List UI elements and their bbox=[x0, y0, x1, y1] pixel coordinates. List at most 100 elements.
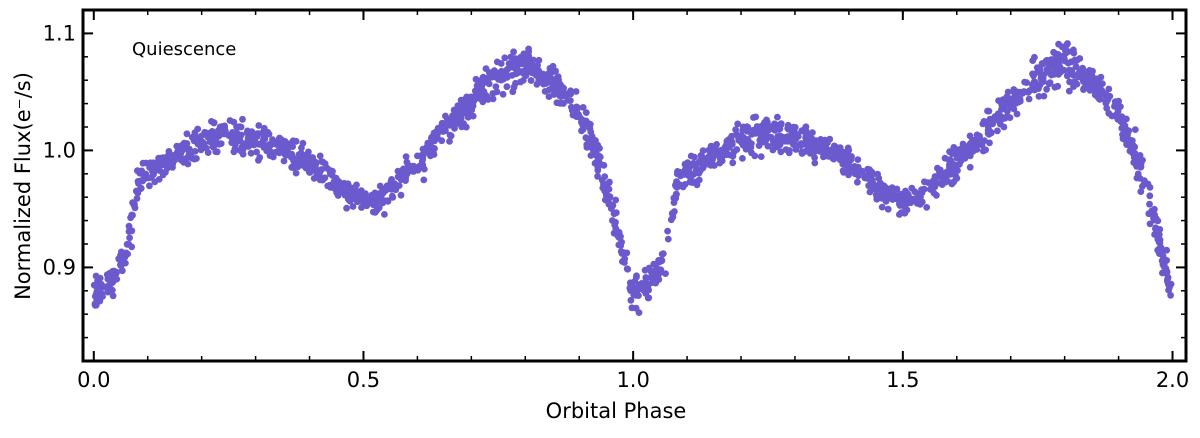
data-point bbox=[1167, 291, 1174, 299]
data-point bbox=[713, 141, 720, 148]
data-point bbox=[97, 280, 105, 288]
data-point bbox=[155, 165, 162, 173]
data-point bbox=[535, 56, 543, 64]
data-point bbox=[126, 234, 133, 242]
data-point bbox=[1031, 53, 1038, 61]
data-point bbox=[133, 195, 141, 202]
data-point bbox=[1105, 85, 1113, 93]
data-point bbox=[1146, 200, 1153, 208]
data-point bbox=[975, 134, 982, 142]
data-point bbox=[253, 148, 260, 156]
data-point bbox=[327, 169, 334, 176]
data-point bbox=[1088, 72, 1096, 80]
data-point bbox=[353, 181, 360, 189]
data-point bbox=[809, 129, 816, 137]
data-point bbox=[732, 126, 739, 133]
data-point bbox=[1159, 247, 1166, 255]
data-point bbox=[245, 131, 253, 139]
data-point bbox=[497, 60, 505, 67]
data-point bbox=[1043, 85, 1050, 93]
data-point bbox=[664, 227, 671, 235]
data-point bbox=[260, 124, 268, 132]
data-point bbox=[776, 132, 784, 140]
data-point bbox=[1131, 126, 1139, 133]
data-point bbox=[757, 137, 765, 145]
data-point bbox=[790, 140, 798, 148]
data-point bbox=[1029, 70, 1036, 78]
data-point bbox=[950, 178, 958, 186]
data-point bbox=[579, 125, 587, 133]
data-point bbox=[559, 100, 567, 107]
x-tick-label: 0.0 bbox=[77, 368, 110, 392]
data-point bbox=[169, 160, 177, 168]
data-point bbox=[785, 123, 793, 131]
data-point bbox=[1073, 80, 1081, 88]
data-point bbox=[493, 88, 501, 96]
data-point bbox=[442, 127, 449, 135]
data-point bbox=[1103, 93, 1110, 101]
data-point bbox=[501, 54, 509, 62]
data-point bbox=[462, 107, 470, 114]
data-point bbox=[510, 48, 517, 56]
data-point bbox=[688, 179, 696, 187]
data-point bbox=[107, 279, 115, 287]
data-point bbox=[624, 265, 632, 273]
data-point bbox=[242, 143, 250, 150]
data-point bbox=[792, 146, 800, 153]
data-point bbox=[385, 183, 392, 191]
data-point bbox=[525, 48, 533, 56]
data-point bbox=[966, 152, 974, 160]
data-point bbox=[612, 209, 620, 217]
data-point bbox=[612, 196, 620, 204]
data-point bbox=[1006, 102, 1014, 110]
data-point bbox=[1025, 95, 1033, 103]
data-point bbox=[117, 261, 124, 269]
data-point bbox=[866, 188, 874, 196]
data-point bbox=[96, 297, 104, 305]
data-point bbox=[685, 165, 693, 172]
data-point bbox=[664, 235, 672, 243]
data-point bbox=[729, 159, 737, 167]
data-point bbox=[878, 194, 885, 202]
data-point bbox=[1019, 90, 1026, 97]
data-point bbox=[592, 151, 600, 159]
data-point bbox=[1035, 93, 1043, 100]
data-point bbox=[498, 67, 505, 75]
data-point bbox=[220, 130, 228, 138]
data-point bbox=[239, 150, 247, 158]
data-point bbox=[446, 131, 454, 139]
data-point bbox=[878, 203, 886, 211]
data-point bbox=[1013, 110, 1021, 118]
data-point bbox=[961, 143, 969, 151]
data-point bbox=[811, 159, 819, 167]
data-point bbox=[194, 125, 202, 133]
data-point bbox=[820, 152, 828, 160]
x-axis-label: Orbital Phase bbox=[546, 399, 687, 423]
data-point bbox=[998, 101, 1006, 109]
data-point bbox=[505, 60, 513, 67]
data-point bbox=[1134, 170, 1142, 178]
data-point bbox=[1054, 51, 1062, 58]
data-point bbox=[811, 154, 818, 161]
data-point bbox=[310, 175, 318, 182]
data-point bbox=[695, 176, 703, 184]
data-point bbox=[943, 172, 950, 180]
data-point bbox=[1098, 87, 1106, 95]
data-point bbox=[652, 279, 659, 287]
data-point bbox=[446, 138, 453, 145]
data-point bbox=[1065, 87, 1073, 95]
data-point bbox=[499, 90, 507, 98]
data-points bbox=[90, 40, 1175, 316]
data-point bbox=[692, 167, 700, 175]
data-point bbox=[1029, 83, 1037, 91]
data-point bbox=[729, 152, 737, 160]
data-point bbox=[733, 146, 741, 153]
data-point bbox=[752, 130, 759, 137]
data-point bbox=[1121, 128, 1129, 136]
data-point bbox=[388, 176, 395, 183]
data-point bbox=[266, 147, 273, 155]
y-tick-label: 1.1 bbox=[43, 21, 76, 45]
data-point bbox=[851, 163, 859, 170]
data-point bbox=[195, 137, 203, 145]
x-tick-label: 1.5 bbox=[886, 368, 919, 392]
